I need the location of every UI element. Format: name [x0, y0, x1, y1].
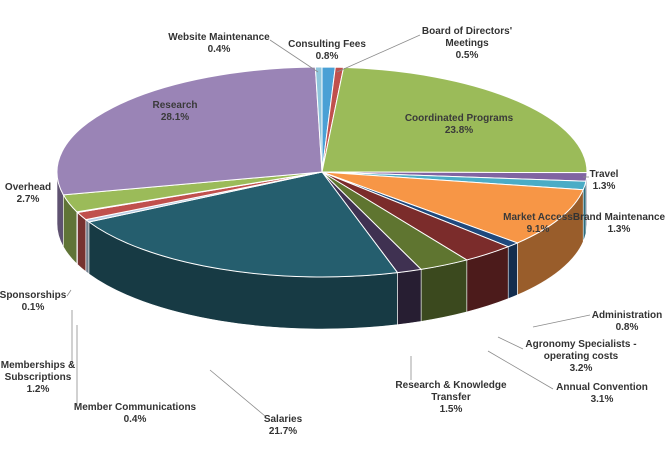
leader-lines [66, 34, 591, 417]
slice-value-label: 1.3% [608, 224, 631, 235]
slice-value-label: 0.8% [616, 322, 639, 333]
slice-name-label: Research & Knowledge Transfer [395, 380, 507, 403]
slice-name-label: Overhead [5, 182, 51, 193]
slice-side-research-knowledge-transfer [397, 269, 422, 325]
slice-coordinated-programs [321, 66, 588, 174]
slice-research [56, 66, 323, 196]
slice-name-label: Annual Convention [556, 382, 648, 393]
leader-line-board-of-directors-meetings [336, 34, 421, 73]
slice-value-label: 1.5% [440, 404, 463, 415]
slice-value-label: 0.5% [456, 50, 479, 61]
pie-sides [56, 171, 588, 330]
slice-name-label: Administration [592, 310, 663, 321]
slice-value-label: 21.7% [269, 426, 297, 437]
slice-value-label: 3.1% [591, 394, 614, 405]
slice-value-label: 1.2% [27, 384, 50, 395]
slice-website-maintenance [314, 66, 323, 173]
slice-name-label: Board of Directors' Meetings [422, 26, 512, 49]
slice-name-label: Research [152, 100, 197, 111]
slice-value-label: 23.8% [445, 125, 473, 136]
leader-line-website-maintenance [269, 39, 319, 73]
slice-name-label: Travel [590, 169, 619, 180]
label-agronomy-specialists-operating-costs: Agronomy Specialists -operating costs3.2… [525, 339, 636, 374]
slice-name-label: Consulting Fees [288, 39, 366, 50]
slice-value-label: 0.1% [22, 302, 45, 313]
leader-line-agronomy-specialists-operating-costs [497, 336, 524, 350]
slice-name-label: Brand Maintenance [573, 212, 666, 223]
slice-value-label: 28.1% [161, 112, 189, 123]
slice-value-label: 1.3% [593, 181, 616, 192]
slice-name-label: Website Maintenance [168, 32, 270, 43]
slice-name-label: Agronomy Specialists -operating costs [525, 339, 636, 362]
slice-value-label: 0.4% [124, 414, 147, 425]
pie-top-faces [56, 66, 588, 278]
leader-line-administration [532, 314, 591, 328]
slice-name-label: Coordinated Programs [405, 113, 514, 124]
slice-salaries [87, 171, 399, 278]
slice-value-label: 2.7% [17, 194, 40, 205]
slice-value-label: 0.8% [316, 51, 339, 62]
slice-side-administration [507, 242, 518, 300]
leader-line-sponsorships [66, 289, 72, 297]
slice-value-label: 9.1% [527, 224, 550, 235]
slice-value-label: 0.4% [208, 44, 231, 55]
slice-market-access [321, 171, 584, 244]
slice-side-member-communications [85, 219, 90, 275]
leader-line-salaries [209, 369, 266, 417]
slice-name-label: Market Access [503, 212, 573, 223]
slice-value-label: 3.2% [570, 363, 593, 374]
leader-line-annual-convention [487, 350, 554, 390]
slice-name-label: Member Communications [74, 402, 197, 413]
slice-side-annual-convention [420, 259, 468, 322]
slice-name-label: Memberships & Subscriptions [1, 360, 75, 383]
slice-name-label: Salaries [264, 414, 303, 425]
slice-name-label: Sponsorships [0, 290, 67, 301]
slice-side-memberships-subscriptions [77, 211, 87, 273]
